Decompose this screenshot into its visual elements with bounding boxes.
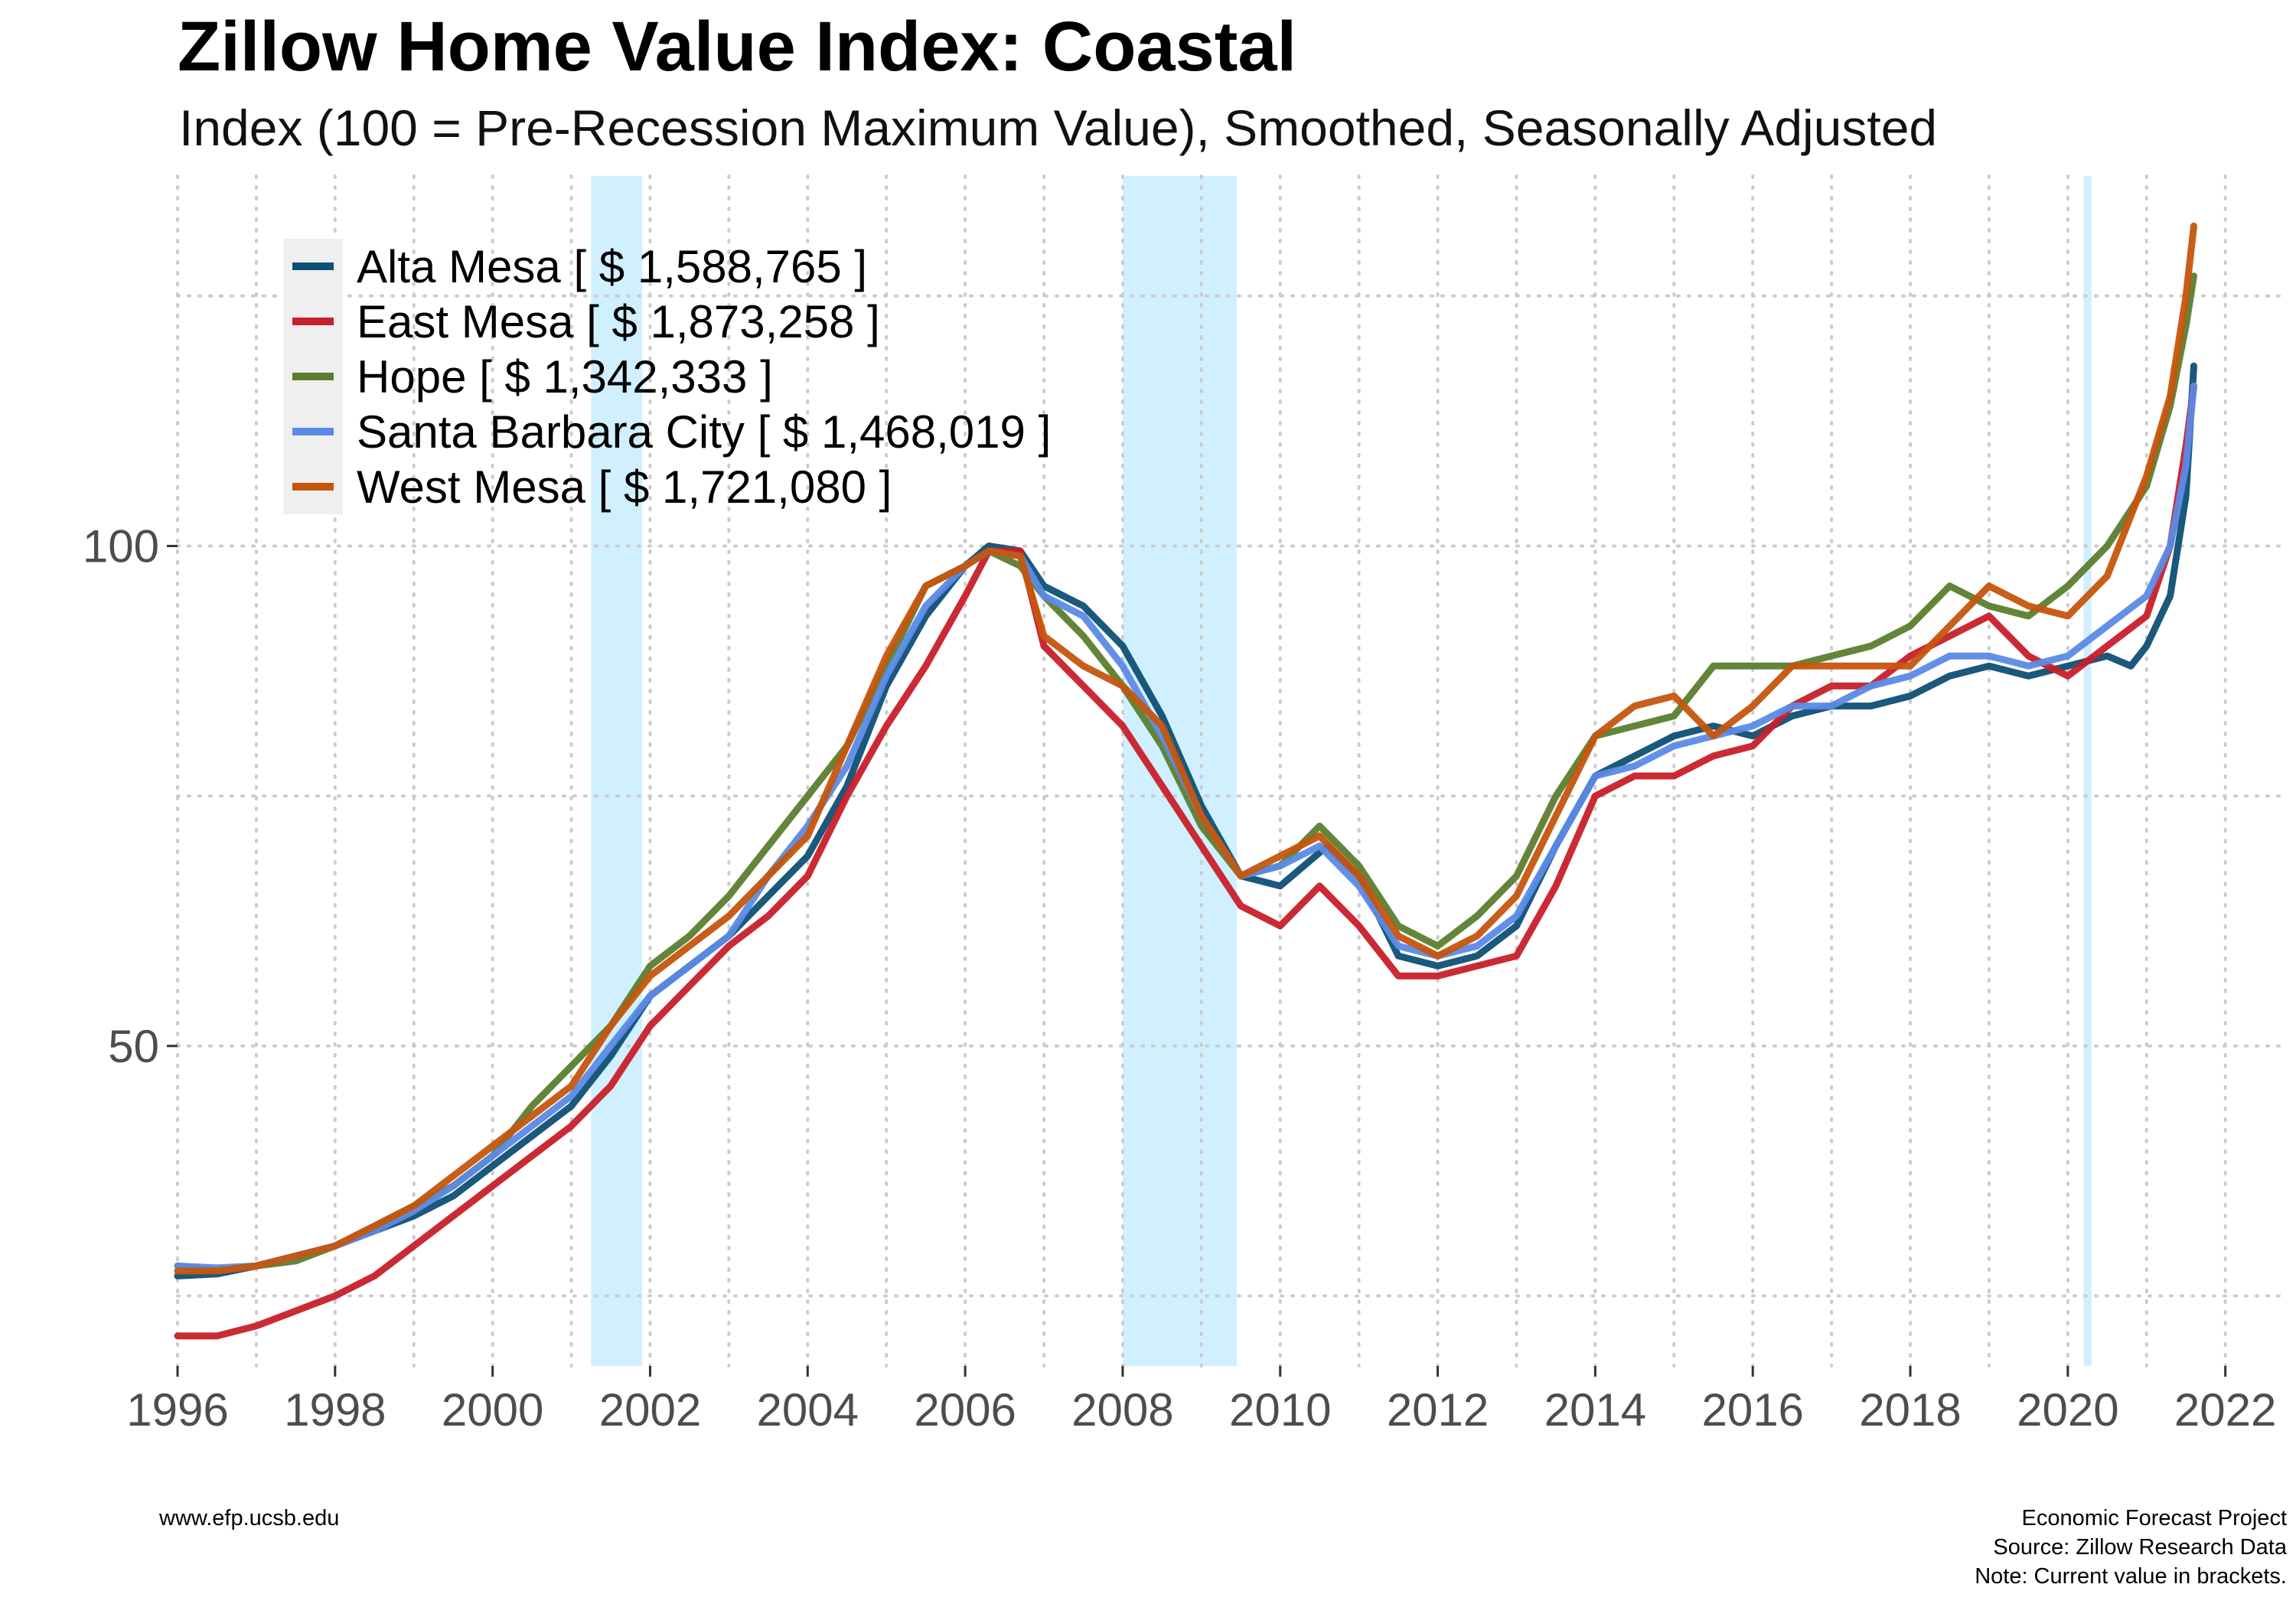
x-tick-label-4: 2004 xyxy=(757,1384,859,1436)
legend: Alta Mesa [ $ 1,588,765 ]East Mesa [ $ 1… xyxy=(283,239,1051,514)
series-line-east-mesa xyxy=(174,382,2197,1340)
legend-label-hope: Hope [ $ 1,342,333 ] xyxy=(357,351,773,403)
x-tick-label-12: 2020 xyxy=(2017,1384,2118,1436)
footer-source: Source: Zillow Research Data xyxy=(1993,1535,2287,1560)
chart-subtitle: Index (100 = Pre-Recession Maximum Value… xyxy=(179,99,1937,156)
recession-band-2 xyxy=(2083,176,2092,1366)
footer-note: Note: Current value in brackets. xyxy=(1975,1564,2287,1589)
x-tick-label-7: 2010 xyxy=(1229,1384,1331,1436)
x-tick-label-13: 2022 xyxy=(2174,1384,2276,1436)
x-tick-label-3: 2002 xyxy=(599,1384,701,1436)
x-tick-label-9: 2014 xyxy=(1544,1384,1646,1436)
series-line-west-mesa xyxy=(174,222,2197,1275)
x-tick-label-0: 1996 xyxy=(126,1384,228,1436)
x-tick-label-10: 2016 xyxy=(1701,1384,1803,1436)
legend-label-santa-barbara-city: Santa Barbara City [ $ 1,468,019 ] xyxy=(357,406,1051,458)
grid-lines xyxy=(176,174,2290,1367)
x-tick-label-11: 2018 xyxy=(1859,1384,1961,1436)
x-tick-label-2: 2000 xyxy=(442,1384,543,1436)
x-axis: 1996 1998 2000 2002 2004 2006 2008 2010 2012 2014… xyxy=(126,1366,2276,1436)
series-line-hope xyxy=(174,272,2197,1275)
series-lines xyxy=(174,222,2197,1340)
x-tick-label-8: 2012 xyxy=(1387,1384,1489,1436)
legend-label-alta-mesa: Alta Mesa [ $ 1,588,765 ] xyxy=(357,241,867,292)
footer-credit: Economic Forecast Project xyxy=(2021,1506,2287,1530)
recession-bands xyxy=(591,176,2092,1366)
legend-label-east-mesa: East Mesa [ $ 1,873,258 ] xyxy=(357,296,880,347)
legend-label-west-mesa: West Mesa [ $ 1,721,080 ] xyxy=(357,461,892,513)
x-tick-label-1: 1998 xyxy=(284,1384,386,1436)
y-axis: 50 100 xyxy=(83,520,178,1072)
x-tick-label-6: 2008 xyxy=(1071,1384,1173,1436)
footer-website: www.efp.ucsb.edu xyxy=(158,1506,339,1530)
chart-title: Zillow Home Value Index: Coastal xyxy=(178,8,1296,86)
recession-band-0 xyxy=(591,176,643,1366)
y-tick-label-1: 100 xyxy=(83,520,159,572)
x-tick-label-5: 2006 xyxy=(914,1384,1016,1436)
y-tick-label-0: 50 xyxy=(108,1021,159,1072)
